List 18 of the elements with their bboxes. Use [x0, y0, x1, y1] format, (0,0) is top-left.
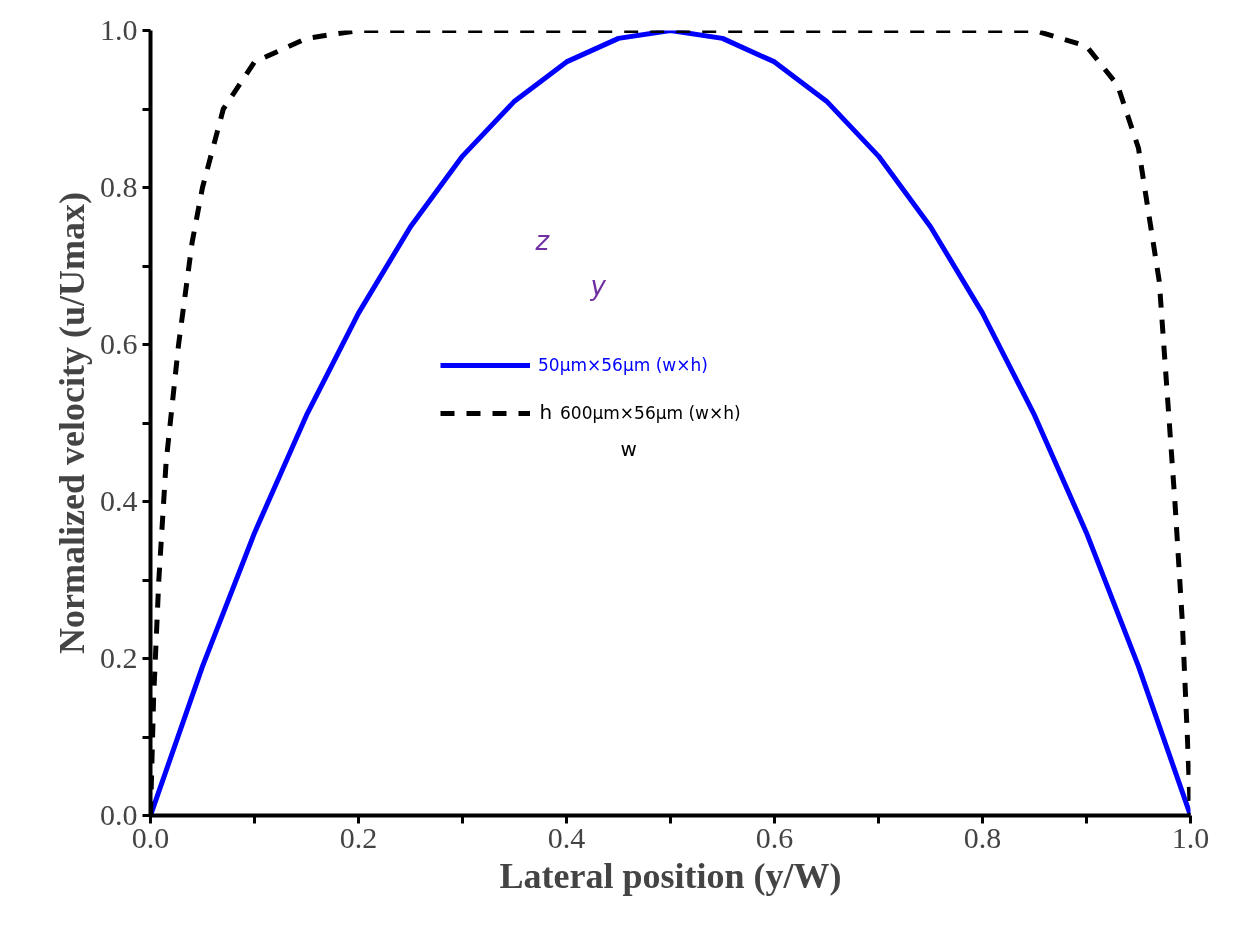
x-tick-label: 0.4 [547, 820, 586, 854]
x-tick-label: 0.6 [755, 820, 794, 854]
y-tick-label: 0.4 [100, 484, 138, 517]
text: 600μm×56μm (w×h) [560, 403, 741, 423]
y-tick-label: 0.6 [100, 327, 138, 360]
x-tick-label: 0.8 [963, 820, 1002, 854]
x-tick-label: 0.2 [339, 820, 378, 854]
annotation: z [534, 225, 551, 256]
x-axis-title: Lateral position (y/W) [499, 855, 842, 896]
annotation: w [620, 436, 637, 461]
x-tick-label: 1.0 [1171, 820, 1210, 854]
y-tick-label: 1.0 [100, 13, 138, 46]
text: 50μm×56μm (w×h) [538, 355, 708, 375]
annotation: y [589, 270, 607, 301]
y-tick-label: 0.2 [100, 641, 138, 674]
y-tick-label: 0.8 [100, 170, 138, 203]
y-axis-title: Normalized velocity (u/Umax) [52, 192, 92, 654]
annotation: h [539, 399, 553, 424]
